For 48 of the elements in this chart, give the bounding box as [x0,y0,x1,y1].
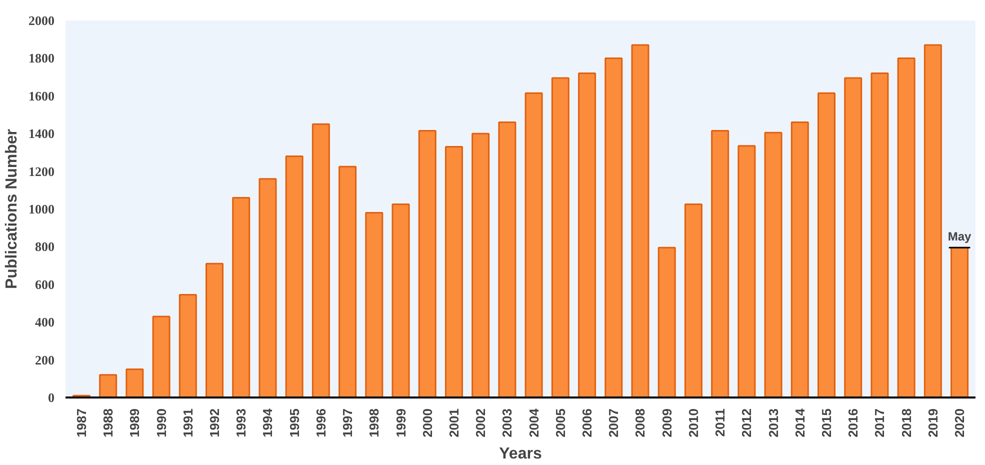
x-tick-label: 1994 [260,408,276,438]
x-tick-label: 1987 [74,408,89,438]
x-tick-label: 1992 [207,408,222,438]
x-tick-label: 1991 [180,408,196,438]
y-tick-label: 2000 [28,13,54,28]
y-tick-label: 1200 [28,164,54,179]
x-tick-label: 2020 [952,408,968,438]
x-tick-label: 2016 [846,408,861,438]
x-tick-label: 1999 [393,408,408,438]
y-tick-label: 400 [35,314,54,330]
x-axis-title: Years [499,445,542,462]
x-tick-label: 1988 [100,408,116,438]
x-tick-label: 2009 [659,408,674,438]
x-tick-label: 1997 [340,408,356,438]
x-tick-label: 2002 [473,408,488,438]
annotation: May [948,230,972,244]
x-tick-label: 2006 [580,408,595,438]
x-tick-label: 2008 [632,408,648,438]
y-tick-label: 1000 [28,202,54,216]
y-tick-label: 1800 [28,50,54,66]
x-tick-label: 1996 [313,408,328,438]
x-tick-label: 2014 [792,408,808,438]
x-tick-label: 2001 [446,408,462,438]
x-tick-label: 2017 [872,408,888,438]
x-tick-label: 1995 [286,408,302,438]
x-tick-label: 1989 [127,408,142,438]
x-tick-label: 2000 [420,408,435,438]
x-tick-label: 2019 [925,408,940,438]
x-tick-label: 2007 [606,408,622,438]
y-tick-label: 800 [35,239,54,254]
x-tick-label: 1998 [366,408,382,438]
x-tick-label: 2003 [500,408,515,438]
x-tick-label: 1993 [234,408,249,438]
x-tick-label: 2011 [712,408,728,437]
y-tick-label: 1400 [28,126,54,142]
x-tick-label: 2005 [552,408,568,438]
y-tick-label: 200 [35,352,54,368]
x-tick-label: 1990 [154,408,169,438]
x-tick-label: 2015 [818,408,834,438]
x-tick-label: 2004 [526,408,542,438]
y-tick-label: 0 [48,390,54,405]
y-axis-title: Publications Number [4,128,20,290]
x-tick-label: 2012 [739,408,754,438]
x-tick-label: 2018 [898,408,914,438]
y-tick-label: 600 [35,276,54,292]
y-tick-label: 1600 [28,88,54,104]
x-tick-label: 2013 [766,408,781,438]
x-tick-label: 2010 [686,408,701,438]
